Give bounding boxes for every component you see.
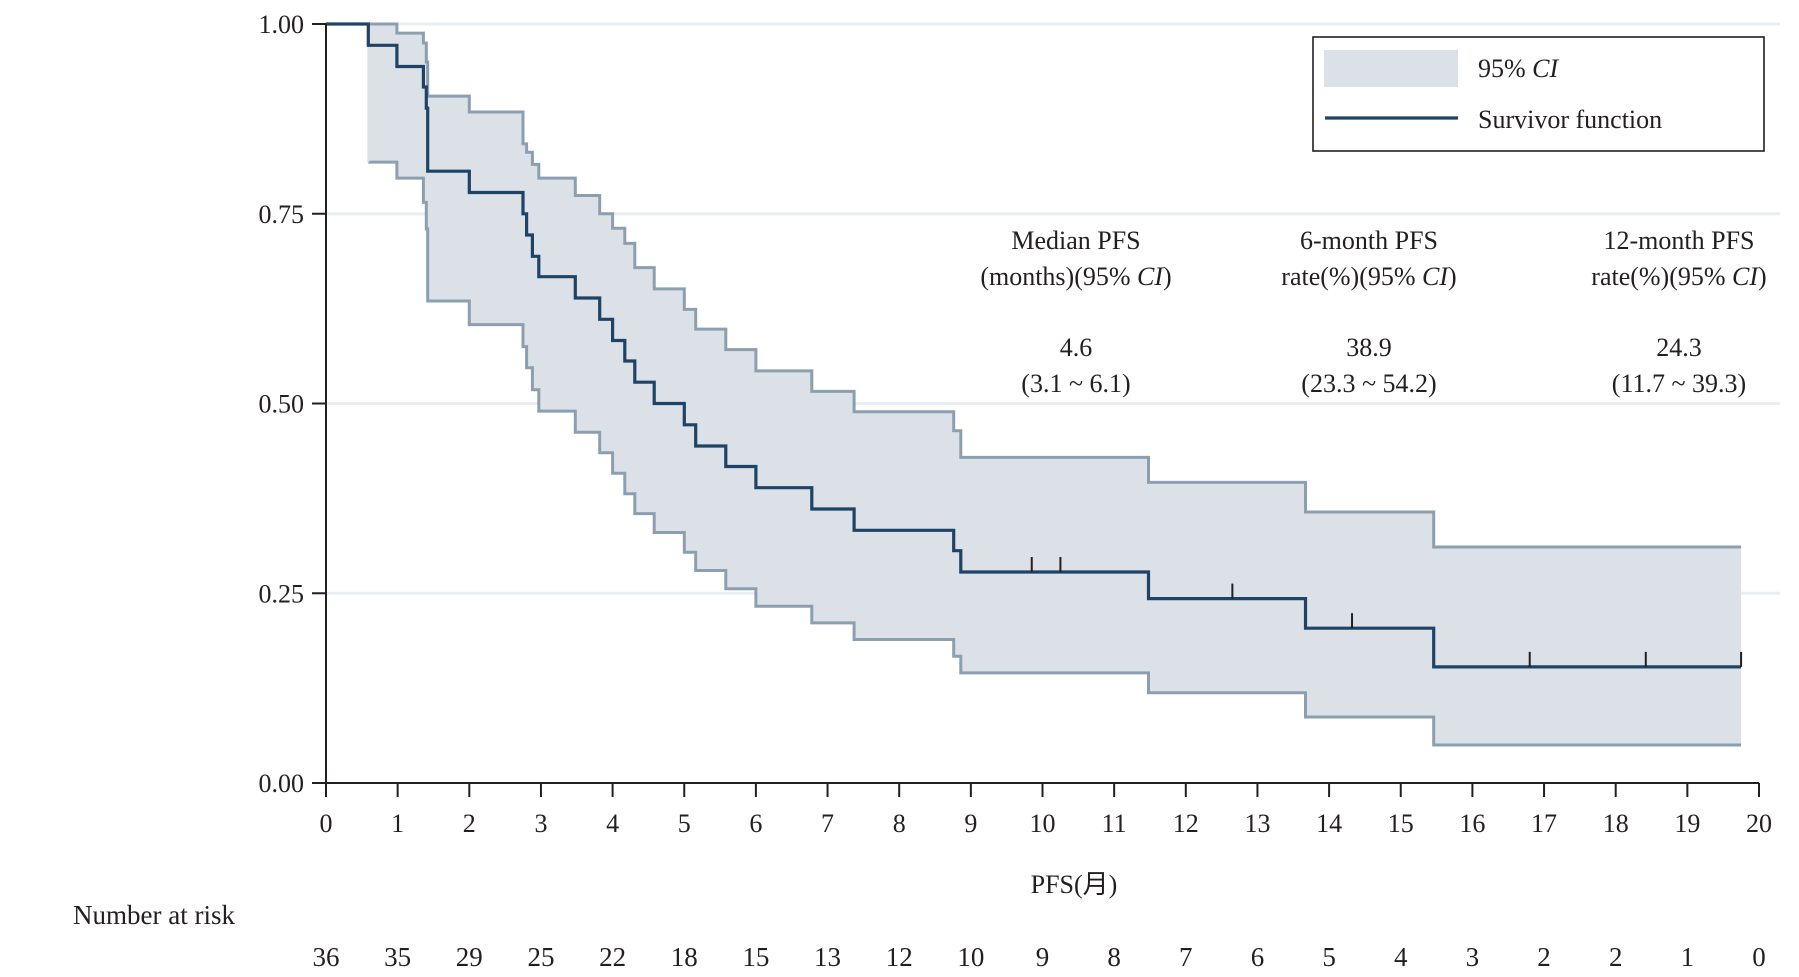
- x-tick-label: 17: [1531, 809, 1557, 838]
- x-tick-label: 7: [821, 809, 834, 838]
- legend-line-label: Survivor function: [1478, 105, 1662, 134]
- annotation-subtitle: (months)(95% CI): [980, 262, 1171, 291]
- x-tick-label: 3: [534, 809, 547, 838]
- x-tick-label: 19: [1674, 809, 1700, 838]
- x-tick-label: 5: [678, 809, 691, 838]
- x-axis-title: PFS(月): [1031, 870, 1118, 899]
- annotation-title: 12-month PFS: [1604, 226, 1755, 255]
- risk-count: 10: [957, 942, 984, 972]
- legend: 95% CI Survivor function: [1312, 36, 1765, 152]
- risk-count: 2: [1609, 942, 1623, 972]
- risk-count: 29: [456, 942, 483, 972]
- risk-count: 9: [1036, 942, 1050, 972]
- ci-upper-line: [368, 22, 1742, 549]
- annotation-subtitle: rate(%)(95% CI): [1281, 262, 1456, 291]
- ci-band: [367, 22, 1742, 747]
- risk-count: 2: [1537, 942, 1551, 972]
- x-tick-label: 11: [1102, 809, 1127, 838]
- x-tick-label: 12: [1173, 809, 1199, 838]
- legend-ci-swatch: [1324, 50, 1458, 87]
- annotation-value: 4.6: [1060, 333, 1093, 362]
- risk-count: 25: [527, 942, 554, 972]
- risk-count: 7: [1179, 942, 1193, 972]
- y-tick-label: 0.50: [259, 390, 305, 419]
- annotation-title: Median PFS: [1011, 226, 1140, 255]
- annotation-ci: (3.1 ~ 6.1): [1021, 369, 1130, 398]
- risk-count: 15: [742, 942, 769, 972]
- x-tick-label: 9: [964, 809, 977, 838]
- annotations: Median PFS (months)(95% CI) 4.6 (3.1 ~ 6…: [980, 226, 1766, 398]
- y-tick-label: 1.00: [259, 10, 305, 39]
- survival-curve: [326, 22, 1742, 669]
- x-tick-label: 2: [463, 809, 476, 838]
- annotation-value: 38.9: [1346, 333, 1392, 362]
- x-tick-label: 20: [1746, 809, 1772, 838]
- risk-count: 13: [814, 942, 841, 972]
- legend-ci-label-main: 95%: [1478, 54, 1532, 83]
- annotation-subtitle: rate(%)(95% CI): [1591, 262, 1766, 291]
- x-tick-label: 1: [391, 809, 404, 838]
- censor-marks: [1030, 556, 1743, 667]
- risk-count: 0: [1752, 942, 1766, 972]
- risk-count: 3: [1466, 942, 1480, 972]
- risk-count: 8: [1107, 942, 1121, 972]
- x-axis-ticks: 0 1 2 3 4 5 6 7 8 9 10 11 12 13 14 15 16 17 18 19 20: [320, 783, 1772, 838]
- x-tick-label: 18: [1603, 809, 1629, 838]
- risk-count: 6: [1251, 942, 1265, 972]
- x-tick-label: 4: [606, 809, 619, 838]
- x-tick-label: 6: [749, 809, 762, 838]
- annotation-title: 6-month PFS: [1300, 226, 1438, 255]
- y-axis-ticks: 0.00 0.25 0.50 0.75 1.00: [259, 10, 326, 798]
- annotation-6-month-pfs: 6-month PFS rate(%)(95% CI) 38.9 (23.3 ~…: [1281, 226, 1456, 398]
- annotation-median-pfs: Median PFS (months)(95% CI) 4.6 (3.1 ~ 6…: [980, 226, 1171, 398]
- x-tick-label: 14: [1316, 809, 1342, 838]
- risk-count: 4: [1394, 942, 1408, 972]
- annotation-12-month-pfs: 12-month PFS rate(%)(95% CI) 24.3 (11.7 …: [1591, 226, 1766, 398]
- risk-count: 35: [384, 942, 411, 972]
- risk-count: 5: [1322, 942, 1336, 972]
- ci-band-fill: [368, 24, 1742, 745]
- y-tick-label: 0.75: [259, 200, 305, 229]
- risk-count: 18: [671, 942, 698, 972]
- x-tick-label: 16: [1459, 809, 1485, 838]
- legend-ci-label: 95% CI: [1478, 54, 1560, 83]
- y-tick-label: 0.25: [259, 579, 305, 608]
- risk-table-label: Number at risk: [73, 900, 235, 930]
- annotation-ci: (23.3 ~ 54.2): [1301, 369, 1436, 398]
- risk-count: 1: [1681, 942, 1695, 972]
- x-tick-label: 10: [1030, 809, 1056, 838]
- risk-table-counts: 36 35 29 25 22 18 15 13 12 10 9 8 7 6 5 4 3 2 2 1 0: [313, 942, 1766, 972]
- x-tick-label: 0: [320, 809, 333, 838]
- annotation-value: 24.3: [1656, 333, 1702, 362]
- x-tick-label: 8: [893, 809, 906, 838]
- risk-count: 12: [886, 942, 913, 972]
- x-tick-label: 13: [1244, 809, 1270, 838]
- survival-curve-group: [326, 22, 1742, 669]
- y-tick-label: 0.00: [259, 769, 305, 798]
- annotation-ci: (11.7 ~ 39.3): [1612, 369, 1746, 398]
- x-tick-label: 15: [1388, 809, 1414, 838]
- legend-ci-label-italic: CI: [1532, 54, 1559, 83]
- risk-count: 36: [313, 942, 340, 972]
- ci-lower-line: [368, 160, 1742, 747]
- risk-count: 22: [599, 942, 626, 972]
